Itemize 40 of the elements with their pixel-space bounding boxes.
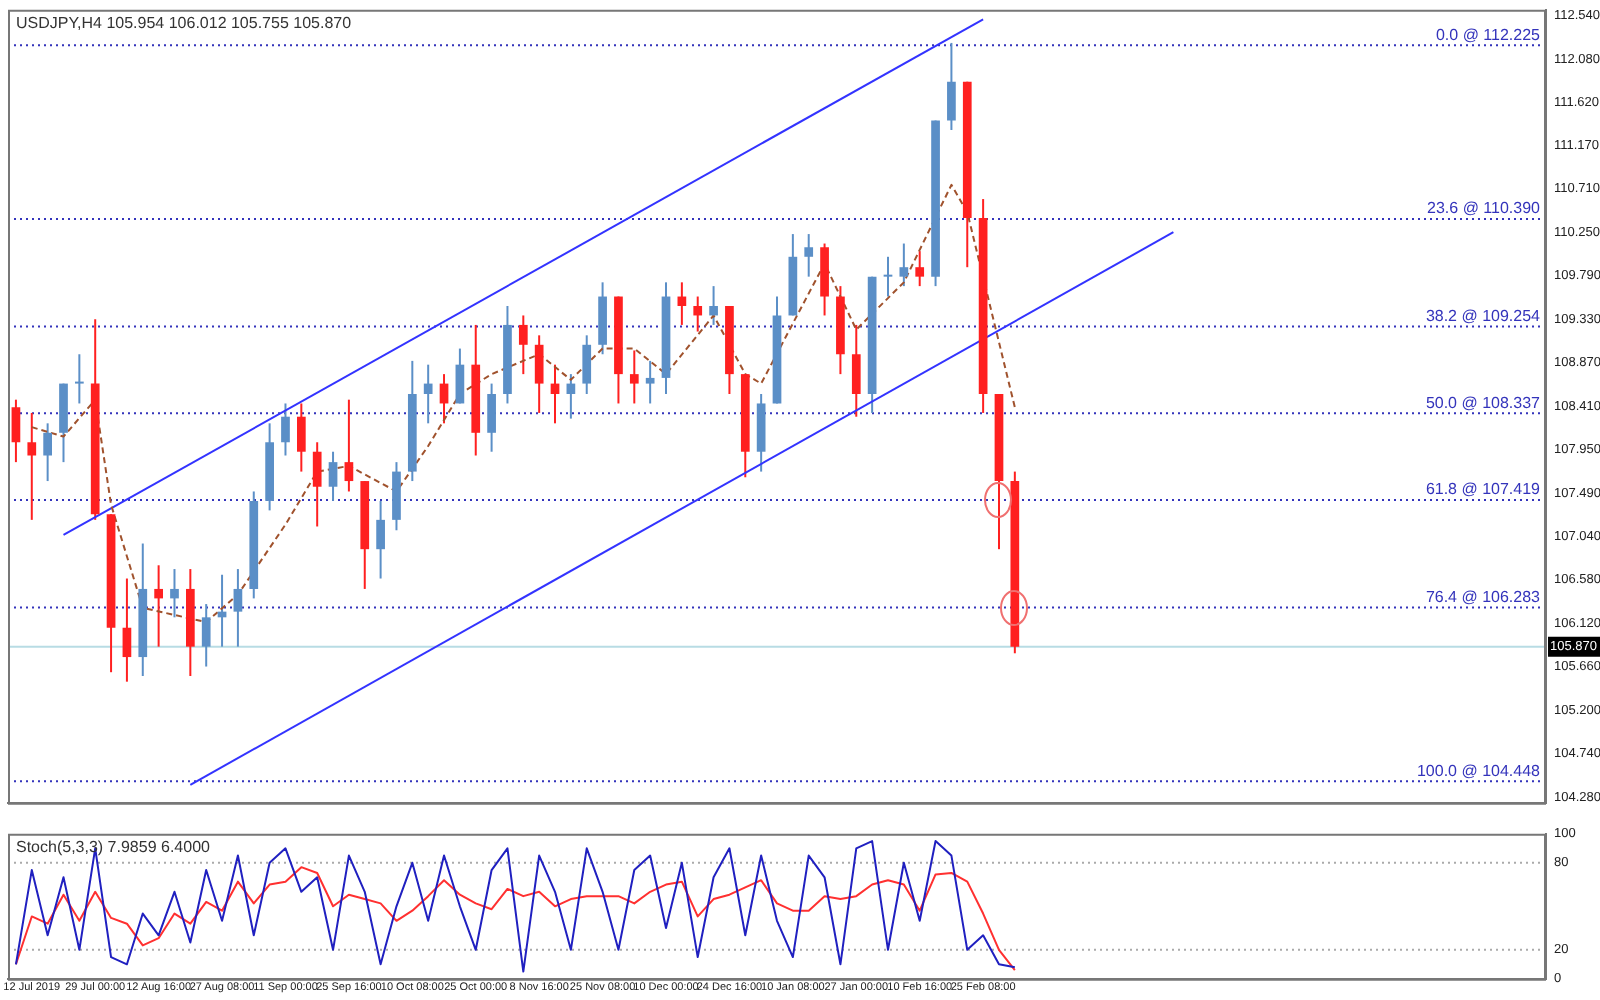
ref-line-label: 23.6 @ 110.390 — [1427, 199, 1542, 218]
candlestick — [43, 422, 52, 483]
ref-line-label: 50.0 @ 108.337 — [1425, 393, 1542, 412]
candlestick — [883, 255, 893, 298]
candlestick — [233, 568, 243, 648]
candlestick — [170, 568, 179, 619]
candlestick — [328, 450, 338, 502]
candlestick — [455, 347, 465, 405]
candlestick — [693, 295, 703, 333]
candlestick — [423, 363, 433, 425]
candlestick — [27, 411, 37, 521]
candlestick — [122, 577, 132, 683]
candlestick — [947, 41, 956, 131]
ref-line-label: 38.2 @ 109.254 — [1425, 306, 1542, 325]
candlestick — [11, 398, 21, 464]
candlestick — [582, 334, 592, 395]
candlestick — [376, 499, 385, 580]
candlestick — [915, 250, 925, 288]
candlestick — [804, 233, 814, 278]
candlestick — [74, 353, 84, 405]
chart-title: USDJPY,H4 105.954 106.012 105.755 105.870 — [16, 14, 353, 33]
candlestick — [344, 398, 354, 493]
candlestick — [518, 314, 528, 376]
candlestick — [709, 285, 718, 326]
candlestick — [534, 334, 544, 414]
candlestick — [281, 402, 290, 457]
ref-line-label: 100.0 @ 104.448 — [1416, 761, 1542, 780]
ref-line-label: 0.0 @ 112.225 — [1435, 25, 1542, 44]
candlestick — [851, 323, 861, 418]
candlestick — [312, 441, 322, 528]
candlestick — [487, 382, 496, 453]
candlestick — [899, 242, 909, 288]
candlestick — [296, 402, 306, 473]
candlestick — [201, 603, 211, 668]
candlestick — [154, 564, 163, 648]
ref-line-label: 61.8 @ 107.419 — [1425, 480, 1542, 499]
candlestick — [645, 359, 655, 405]
ref-line-label: 76.4 @ 106.283 — [1425, 587, 1542, 606]
annotation: Stoch(5,3,3) 7.9859 6.4000 — [16, 838, 212, 857]
candlestick — [629, 349, 639, 405]
